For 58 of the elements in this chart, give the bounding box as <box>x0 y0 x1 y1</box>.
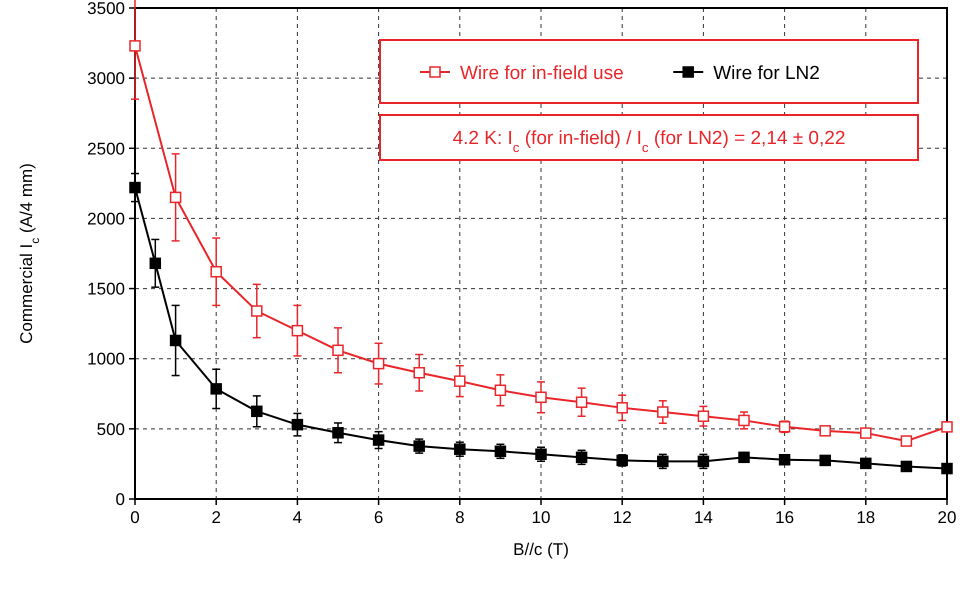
x-axis-title: B//c (T) <box>513 540 569 559</box>
y-tick-label: 1000 <box>87 350 125 369</box>
x-tick-label: 6 <box>374 508 384 527</box>
point <box>900 435 912 447</box>
point <box>860 458 872 470</box>
point <box>738 414 750 426</box>
point <box>251 406 263 418</box>
point <box>941 462 953 474</box>
y-tick-label: 2000 <box>87 209 125 228</box>
point <box>210 383 222 395</box>
x-tick-label: 12 <box>612 508 632 527</box>
point <box>150 258 162 270</box>
point <box>657 406 669 418</box>
point <box>251 305 263 317</box>
x-tick-label: 10 <box>532 508 550 527</box>
y-tick-label: 1500 <box>87 280 125 299</box>
point <box>372 358 384 370</box>
point <box>698 410 710 422</box>
x-tick-label: 0 <box>130 508 140 527</box>
y-tick-label: 3500 <box>87 0 125 18</box>
point <box>941 421 953 433</box>
point <box>170 192 182 204</box>
point <box>210 266 222 278</box>
point <box>535 448 547 460</box>
point <box>576 396 588 408</box>
annotation: 4.2 K: I$_{c}$ (for in-field) / I$_{c}$ (for LN2) = 2,14 ± 0,22 <box>452 128 846 154</box>
point <box>129 40 141 52</box>
x-tick-label: 18 <box>856 508 876 527</box>
point <box>860 427 872 439</box>
y-tick-label: 500 <box>96 420 125 439</box>
legend-label: Wire for in-field use <box>460 63 624 84</box>
point <box>454 375 466 387</box>
point <box>372 434 384 446</box>
point <box>778 454 790 466</box>
legend-label: Wire for LN2 <box>713 63 820 84</box>
x-tick-label: 8 <box>455 508 465 527</box>
point <box>819 425 831 437</box>
point <box>900 460 912 472</box>
point <box>494 384 506 396</box>
point <box>170 334 182 346</box>
point <box>413 366 425 378</box>
point <box>616 402 628 414</box>
y-tick-label: 3000 <box>87 69 125 88</box>
x-tick-label: 14 <box>694 508 713 527</box>
point <box>332 344 344 356</box>
point <box>738 452 750 464</box>
x-tick-label: 2 <box>211 508 221 527</box>
x-tick-label: 4 <box>292 508 302 527</box>
point <box>292 324 304 336</box>
point <box>129 182 141 194</box>
point <box>535 392 547 404</box>
point <box>819 454 831 466</box>
x-tick-label: 16 <box>775 508 794 527</box>
x-tick-label: 20 <box>938 508 956 527</box>
y-tick-label: 2500 <box>87 139 125 158</box>
y-tick-label: 0 <box>116 490 125 509</box>
point <box>332 427 344 439</box>
point <box>292 418 304 430</box>
